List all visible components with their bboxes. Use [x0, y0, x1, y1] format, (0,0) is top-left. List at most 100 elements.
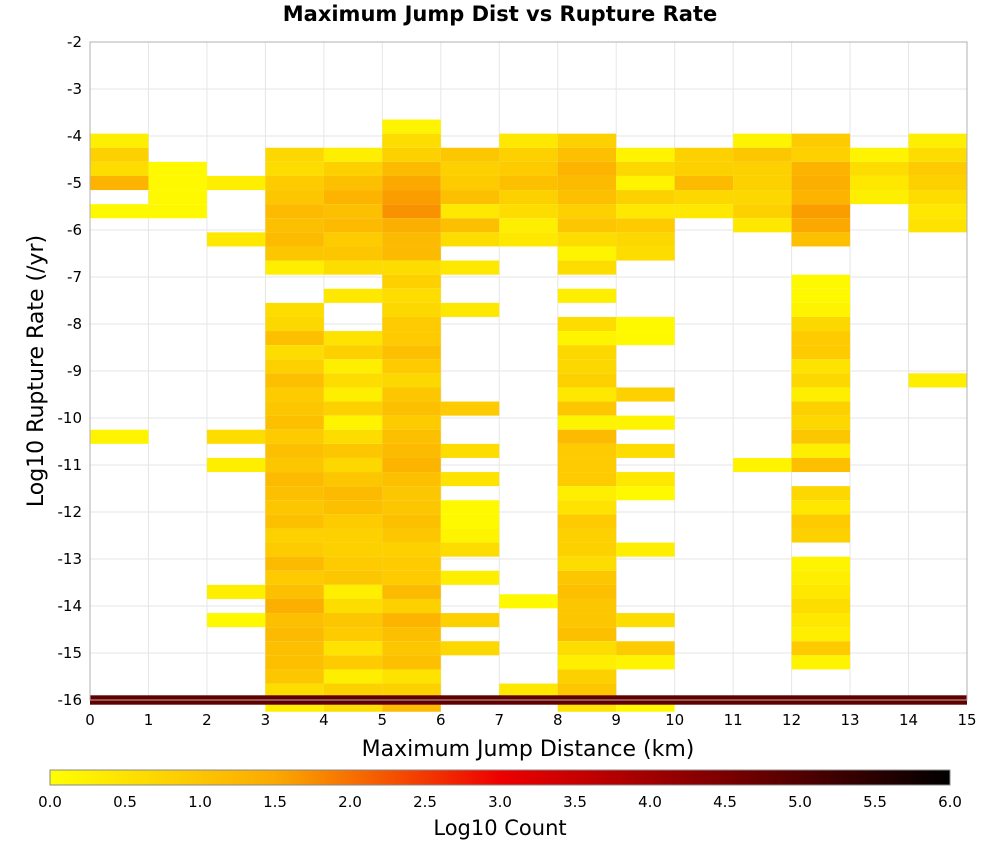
heatmap-cell — [616, 175, 675, 191]
y-tick-label: -2 — [67, 33, 82, 51]
heatmap-cell — [148, 175, 207, 191]
x-tick-label: 14 — [899, 711, 918, 729]
heatmap-cell — [791, 500, 851, 515]
heatmap-cell — [791, 190, 851, 205]
heatmap-cell — [791, 373, 851, 388]
heatmap-cell — [265, 359, 324, 374]
heatmap-cell — [733, 457, 792, 473]
heatmap-cell — [382, 457, 441, 473]
heatmap-cell — [440, 641, 500, 656]
y-tick-label: -7 — [67, 268, 82, 286]
heatmap-cell — [323, 260, 383, 275]
heatmap-cell — [382, 345, 441, 360]
colorbar-tick-label: 0.5 — [113, 793, 137, 811]
heatmap-cell — [323, 584, 383, 599]
heatmap-cell — [557, 641, 617, 656]
heatmap-cell — [265, 556, 324, 571]
heatmap-cell — [265, 401, 324, 416]
heatmap-cell — [382, 584, 441, 599]
heatmap-cell — [440, 514, 500, 529]
heatmap-cell — [323, 246, 383, 261]
heatmap-cell — [323, 175, 383, 191]
heatmap-cell — [791, 359, 851, 374]
heatmap-cell — [791, 584, 851, 599]
heatmap-cell — [908, 218, 967, 233]
heatmap-cell — [557, 133, 617, 148]
heatmap-cell — [382, 655, 441, 670]
heatmap-cell — [382, 627, 441, 642]
heatmap-cell — [616, 641, 675, 656]
heatmap-cell — [557, 570, 617, 585]
heatmap-cell — [791, 161, 851, 176]
colorbar-ticks: 0.0 0.5 1.0 1.5 2.0 2.5 3.0 3.5 4.0 4.5 5.0 5.5 6.0 — [38, 793, 962, 811]
x-tick-label: 8 — [553, 711, 563, 729]
y-tick-label: -9 — [67, 362, 82, 380]
heatmap-cell — [791, 316, 851, 332]
colorbar-tick-label: 2.5 — [413, 793, 437, 811]
heatmap-cell — [323, 387, 383, 402]
axis-ticks: 0 1 2 3 4 5 6 7 8 9 10 11 12 13 14 15-2-3-4-5-6-7-8-9-1… — [58, 33, 977, 729]
heatmap-cell — [557, 598, 617, 614]
x-tick-label: 6 — [436, 711, 446, 729]
heatmap-cell — [440, 472, 500, 487]
heatmap-cell — [557, 528, 617, 543]
heatmap-cell — [323, 443, 383, 458]
heatmap-cell — [265, 316, 324, 332]
heatmap-cell — [791, 457, 851, 473]
heatmap-cell — [265, 514, 324, 529]
colorbar-tick-label: 3.5 — [563, 793, 587, 811]
heatmap-cell — [382, 415, 441, 430]
heatmap-cell — [557, 542, 617, 557]
heatmap-cell — [323, 613, 383, 628]
heatmap-cell — [323, 345, 383, 360]
heatmap-cell — [557, 514, 617, 529]
heatmap-cell — [323, 218, 383, 233]
heatmap-cell — [148, 161, 207, 176]
heatmap-cell — [440, 302, 500, 317]
heatmap-cells — [90, 119, 967, 712]
heatmap-cell — [499, 232, 558, 247]
heatmap-cell — [850, 175, 909, 191]
colorbar-tick-label: 5.0 — [788, 793, 812, 811]
heatmap-cell — [382, 528, 441, 543]
x-tick-label: 11 — [724, 711, 743, 729]
heatmap-cell — [791, 415, 851, 430]
heatmap-cell — [499, 175, 558, 191]
heatmap-cell — [791, 387, 851, 402]
heatmap-cell — [616, 246, 675, 261]
heatmap-cell — [206, 175, 266, 191]
heatmap-cell — [382, 204, 441, 219]
colorbar-gradient — [49, 769, 951, 786]
heatmap-cell — [557, 472, 617, 487]
heatmap-cell — [323, 542, 383, 557]
heatmap-cell — [674, 147, 734, 162]
heatmap-cell — [557, 218, 617, 233]
heatmap-cell — [791, 641, 851, 656]
heatmap-cell — [499, 204, 558, 219]
heatmap-cell — [791, 401, 851, 416]
heatmap-cell — [265, 655, 324, 670]
heatmap-cell — [323, 556, 383, 571]
heatmap-cell — [265, 232, 324, 247]
heatmap-cell — [616, 190, 675, 205]
heatmap-cell — [382, 175, 441, 191]
heatmap-cell — [440, 218, 500, 233]
heatmap-cell — [908, 204, 967, 219]
heatmap-cell — [265, 613, 324, 628]
heatmap-cell — [616, 161, 675, 176]
heatmap-cell — [382, 373, 441, 388]
x-tick-label: 15 — [957, 711, 976, 729]
heatmap-cell — [323, 204, 383, 219]
heatmap-cell — [265, 147, 324, 162]
heatmap-cell — [557, 331, 617, 346]
y-tick-label: -16 — [58, 691, 83, 709]
heatmap-cell — [323, 528, 383, 543]
heatmap-cell — [616, 655, 675, 670]
heatmap-cell — [791, 147, 851, 162]
heatmap-cell — [616, 147, 675, 162]
heatmap-cell — [791, 302, 851, 317]
heatmap-cell — [616, 218, 675, 233]
heatmap-cell — [206, 584, 266, 599]
heatmap-cell — [265, 190, 324, 205]
